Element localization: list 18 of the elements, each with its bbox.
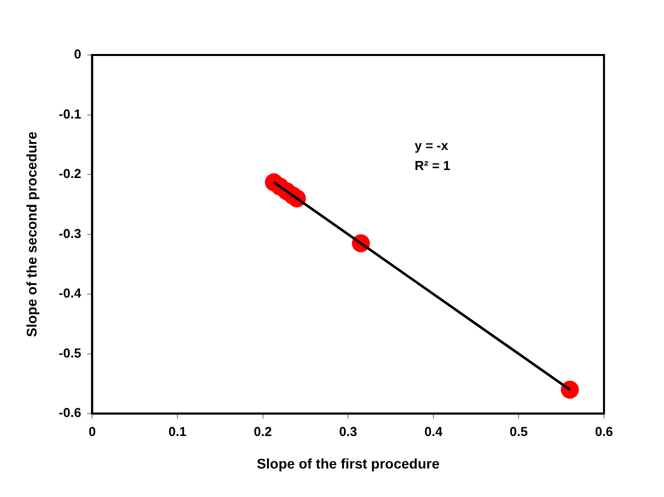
y-tick-label: -0.5 — [58, 345, 82, 360]
y-tick-label: -0.1 — [58, 106, 82, 122]
x-axis-title: Slope of the first procedure — [256, 455, 440, 472]
y-tick-label: -0.3 — [58, 226, 82, 241]
x-tick-label: 0.3 — [339, 424, 358, 439]
y-tick-label: -0.4 — [58, 286, 82, 301]
x-tick-label: 0.1 — [168, 424, 187, 439]
y-tick-label: -0.6 — [58, 405, 82, 420]
x-tick-label: 0.5 — [510, 424, 528, 439]
y-tick-label: 0 — [74, 46, 82, 62]
y-axis-title: Slope of the second procedure — [23, 131, 40, 337]
y-tick-label: -0.2 — [58, 166, 82, 182]
x-tick-label: 0 — [88, 424, 96, 439]
x-tick-label: 0.4 — [424, 424, 444, 439]
x-tick-label: 0.2 — [254, 424, 272, 439]
annotation: y = -x — [414, 138, 450, 154]
x-tick-label: 0.6 — [594, 424, 614, 439]
annotation: R² = 1 — [414, 158, 450, 174]
